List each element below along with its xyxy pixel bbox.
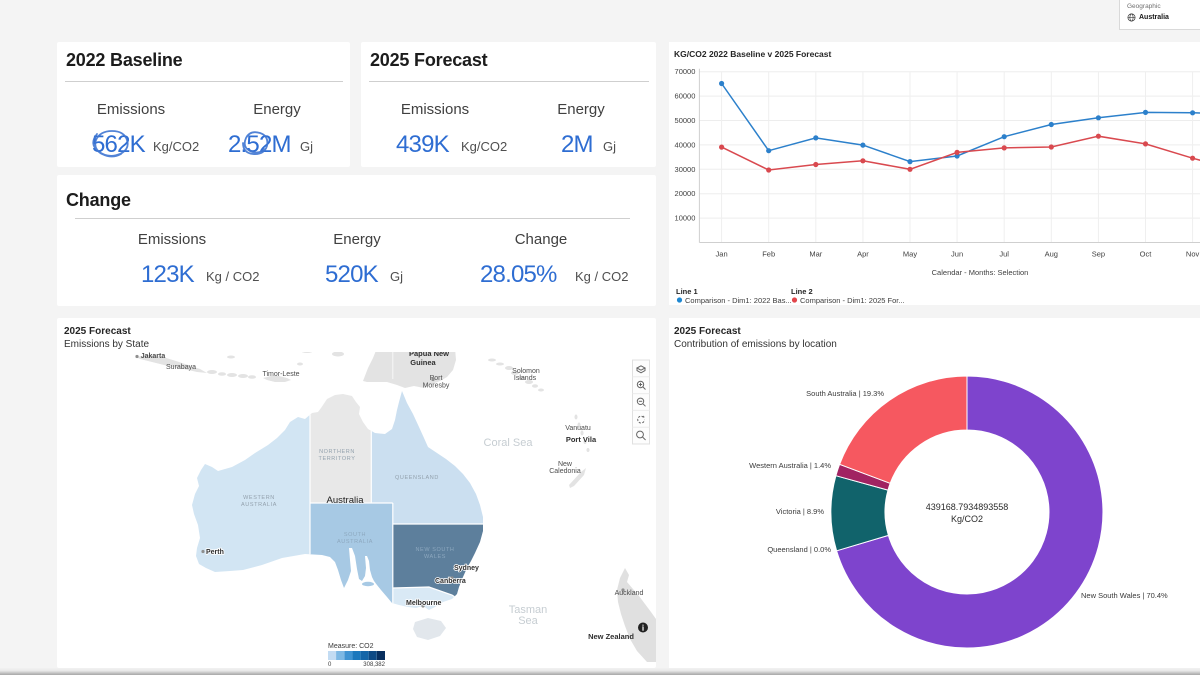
svg-text:Sea: Sea [518,615,538,627]
svg-text:Aug: Aug [1045,250,1058,259]
svg-text:May: May [903,250,917,259]
svg-text:Tasman: Tasman [509,604,548,616]
svg-text:30000: 30000 [675,165,696,174]
svg-text:New Zealand: New Zealand [588,632,634,641]
svg-text:20000: 20000 [675,189,696,198]
svg-text:NORTHERN: NORTHERN [319,449,355,455]
svg-text:40000: 40000 [675,140,696,149]
svg-text:Auckland: Auckland [615,590,644,597]
svg-text:Moresby: Moresby [423,383,450,390]
svg-text:Port Vila: Port Vila [566,435,597,444]
svg-text:Measure: CO2: Measure: CO2 [328,643,374,650]
svg-text:Melbourne: Melbourne [406,600,441,607]
svg-text:0: 0 [328,662,332,668]
svg-text:Australia: Australia [327,495,365,506]
svg-text:Timor-Leste: Timor-Leste [262,371,299,378]
svg-text:Comparison - Dim1: 2025 For...: Comparison - Dim1: 2025 For... [800,296,905,305]
svg-text:South Australia | 19.3%: South Australia | 19.3% [806,389,884,398]
svg-text:Caledonia: Caledonia [549,468,581,475]
svg-text:Guinea: Guinea [410,358,436,367]
svg-text:Port: Port [430,375,443,382]
svg-text:Western Australia | 1.4%: Western Australia | 1.4% [749,461,831,470]
svg-text:Kg/CO2: Kg/CO2 [951,514,983,524]
svg-text:Line 1: Line 1 [676,287,698,296]
svg-text:Jakarta: Jakarta [141,353,166,360]
svg-text:AUSTRALIA: AUSTRALIA [241,502,277,508]
svg-text:i: i [642,624,645,633]
svg-text:439168.7934893558: 439168.7934893558 [926,502,1009,512]
svg-text:Vanuatu: Vanuatu [565,425,591,432]
svg-text:Line 2: Line 2 [791,287,813,296]
svg-text:60000: 60000 [675,92,696,101]
svg-text:Feb: Feb [762,250,775,259]
svg-text:10000: 10000 [675,214,696,223]
svg-text:70000: 70000 [675,67,696,76]
svg-text:QUEENSLAND: QUEENSLAND [395,475,439,481]
svg-text:Nov: Nov [1186,250,1200,259]
svg-text:Canberra: Canberra [435,578,466,585]
svg-text:50000: 50000 [675,116,696,125]
svg-text:Surabaya: Surabaya [166,364,196,371]
svg-text:Sydney: Sydney [454,565,479,572]
svg-text:NEW SOUTH: NEW SOUTH [415,547,454,553]
svg-text:Calendar - Months: Selection: Calendar - Months: Selection [932,268,1029,277]
svg-text:Oct: Oct [1140,250,1153,259]
svg-text:Mar: Mar [809,250,822,259]
svg-text:Islands: Islands [514,375,537,382]
svg-text:Solomon: Solomon [512,368,540,375]
svg-text:Papua New: Papua New [409,349,449,358]
svg-text:Comparison - Dim1: 2022 Bas...: Comparison - Dim1: 2022 Bas... [685,296,792,305]
svg-text:Jul: Jul [999,250,1009,259]
svg-text:TERRITORY: TERRITORY [319,456,356,462]
svg-text:WALES: WALES [424,554,446,560]
svg-text:AUSTRALIA: AUSTRALIA [337,539,373,545]
svg-text:SOUTH: SOUTH [344,532,366,538]
svg-text:Apr: Apr [857,250,869,259]
svg-text:Coral Sea: Coral Sea [484,437,534,449]
svg-text:Sep: Sep [1092,250,1105,259]
svg-text:New South Wales | 70.4%: New South Wales | 70.4% [1081,591,1168,600]
svg-text:Perth: Perth [206,549,224,556]
svg-text:Queensland | 0.0%: Queensland | 0.0% [767,545,831,554]
svg-text:Jan: Jan [716,250,728,259]
svg-text:308,382: 308,382 [363,662,385,668]
svg-text:Victoria | 8.9%: Victoria | 8.9% [776,507,824,516]
svg-text:Jun: Jun [951,250,963,259]
svg-text:New: New [558,461,573,468]
svg-text:WESTERN: WESTERN [243,495,275,501]
